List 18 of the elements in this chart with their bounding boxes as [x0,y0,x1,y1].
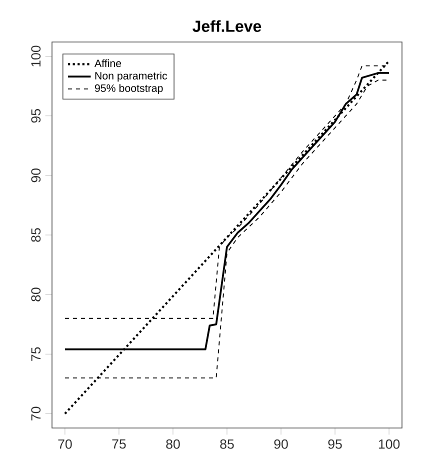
x-tick-label: 100 [378,439,400,449]
legend-label: Non parametric [95,72,168,82]
y-tick-label: 70 [31,406,41,420]
x-tick-label: 85 [220,439,234,449]
y-tick-label: 90 [31,168,41,182]
y-tick-label: 75 [31,347,41,361]
x-tick-label: 95 [328,439,342,449]
y-tick-label: 80 [31,288,41,302]
y-tick-label: 95 [31,109,41,123]
legend-label: Affine [94,59,122,68]
y-tick-label: 100 [31,46,41,66]
chart-title: Jeff.Leve [192,20,262,32]
x-tick-label: 80 [166,439,180,449]
x-tick-label: 70 [58,439,72,449]
legend-label: 95% bootstrap [94,84,163,94]
y-tick-label: 85 [31,228,41,242]
x-tick-label: 75 [112,439,126,449]
x-tick-label: 90 [274,439,288,449]
